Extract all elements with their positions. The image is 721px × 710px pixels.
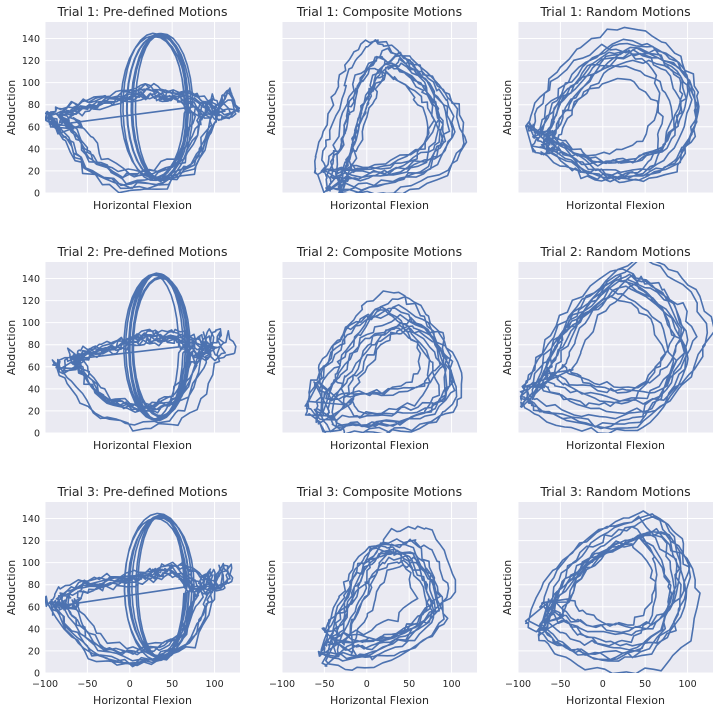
x-axis-label: Horizontal Flexion xyxy=(566,439,665,452)
subplot-7: Trial 3: Pre-defined Motions Horizontal F… xyxy=(5,484,240,707)
series-line xyxy=(317,525,457,671)
x-axis-label: Horizontal Flexion xyxy=(93,439,192,452)
y-axis-label: Abduction xyxy=(501,560,514,616)
y-tick-label: 120 xyxy=(22,296,40,307)
x-axis-label: Horizontal Flexion xyxy=(93,694,192,707)
y-axis-label: Abduction xyxy=(501,320,514,376)
y-tick-label: 140 xyxy=(22,514,40,525)
x-tick-label: 100 xyxy=(205,679,223,690)
y-tick-label: 140 xyxy=(22,34,40,45)
y-axis-label: Abduction xyxy=(5,80,18,136)
x-axis-label: Horizontal Flexion xyxy=(566,694,665,707)
y-tick-label: 60 xyxy=(28,122,40,133)
plot-area xyxy=(518,262,713,433)
subplot-title: Trial 1: Random Motions xyxy=(539,4,690,19)
y-tick-label: 40 xyxy=(28,624,40,635)
y-axis-label: Abduction xyxy=(265,320,278,376)
subplot-8: Trial 3: Composite Motions Horizontal Fle… xyxy=(265,484,477,707)
y-tick-label: 20 xyxy=(28,406,40,417)
plot-area xyxy=(518,22,713,193)
y-axis-label: Abduction xyxy=(265,560,278,616)
y-tick-label: 80 xyxy=(28,580,40,591)
series-line xyxy=(313,39,468,193)
subplot-1: Trial 1: Pre-defined Motions Horizontal F… xyxy=(5,4,240,212)
x-tick-label: 50 xyxy=(403,679,415,690)
y-tick-label: 100 xyxy=(22,318,40,329)
series-line xyxy=(524,510,701,673)
x-tick-label: 50 xyxy=(639,679,651,690)
x-tick-label: −50 xyxy=(550,679,570,690)
subplot-6: Trial 2: Random Motions Horizontal Flexio… xyxy=(501,244,713,452)
x-axis-label: Horizontal Flexion xyxy=(330,439,429,452)
x-tick-label: −50 xyxy=(77,679,97,690)
x-tick-label: 0 xyxy=(600,679,606,690)
series-line xyxy=(525,26,700,184)
y-tick-label: 100 xyxy=(22,558,40,569)
y-tick-label: 40 xyxy=(28,384,40,395)
y-tick-label: 0 xyxy=(34,669,40,680)
y-tick-label: 140 xyxy=(22,274,40,285)
subplot-title: Trial 2: Composite Motions xyxy=(296,244,462,259)
subplot-title: Trial 3: Random Motions xyxy=(539,484,690,499)
subplot-3: Trial 1: Random Motions Horizontal Flexio… xyxy=(501,4,713,212)
x-tick-label: −100 xyxy=(32,679,58,690)
y-tick-label: 40 xyxy=(28,144,40,155)
x-axis-label: Horizontal Flexion xyxy=(330,694,429,707)
y-tick-label: 80 xyxy=(28,340,40,351)
x-tick-label: 0 xyxy=(127,679,133,690)
x-axis-label: Horizontal Flexion xyxy=(93,199,192,212)
series-line xyxy=(304,290,463,433)
y-axis-label: Abduction xyxy=(265,80,278,136)
y-tick-label: 20 xyxy=(28,166,40,177)
y-tick-label: 120 xyxy=(22,56,40,67)
x-tick-label: −100 xyxy=(505,679,531,690)
x-tick-label: −50 xyxy=(314,679,334,690)
subplot-title: Trial 1: Composite Motions xyxy=(296,4,462,19)
x-axis-label: Horizontal Flexion xyxy=(566,199,665,212)
y-tick-label: 0 xyxy=(34,189,40,200)
series-line xyxy=(51,272,237,432)
series-line xyxy=(45,32,240,193)
x-tick-label: 50 xyxy=(166,679,178,690)
x-tick-label: 100 xyxy=(678,679,696,690)
subplot-4: Trial 2: Pre-defined Motions Horizontal F… xyxy=(5,244,240,452)
subplot-title: Trial 1: Pre-defined Motions xyxy=(57,4,228,19)
y-tick-label: 100 xyxy=(22,78,40,89)
y-tick-label: 60 xyxy=(28,362,40,373)
subplot-title: Trial 2: Pre-defined Motions xyxy=(57,244,228,259)
plot-area xyxy=(282,262,477,433)
y-tick-label: 0 xyxy=(34,429,40,440)
y-axis-label: Abduction xyxy=(5,560,18,616)
x-axis-label: Horizontal Flexion xyxy=(330,199,429,212)
y-axis-label: Abduction xyxy=(5,320,18,376)
y-tick-label: 20 xyxy=(28,646,40,657)
y-tick-label: 120 xyxy=(22,536,40,547)
series-line xyxy=(519,262,713,433)
y-tick-label: 80 xyxy=(28,100,40,111)
subplot-title: Trial 3: Pre-defined Motions xyxy=(57,484,228,499)
y-axis-label: Abduction xyxy=(501,80,514,136)
subplot-2: Trial 1: Composite Motions Horizontal Fle… xyxy=(265,4,477,212)
x-tick-label: 100 xyxy=(442,679,460,690)
series-line xyxy=(45,512,234,668)
x-tick-label: 0 xyxy=(364,679,370,690)
y-tick-label: 60 xyxy=(28,602,40,613)
x-tick-label: −100 xyxy=(269,679,295,690)
subplot-title: Trial 2: Random Motions xyxy=(539,244,690,259)
subplot-9: Trial 3: Random Motions Horizontal Flexio… xyxy=(501,484,713,707)
subplot-5: Trial 2: Composite Motions Horizontal Fle… xyxy=(265,244,477,452)
subplot-title: Trial 3: Composite Motions xyxy=(296,484,462,499)
